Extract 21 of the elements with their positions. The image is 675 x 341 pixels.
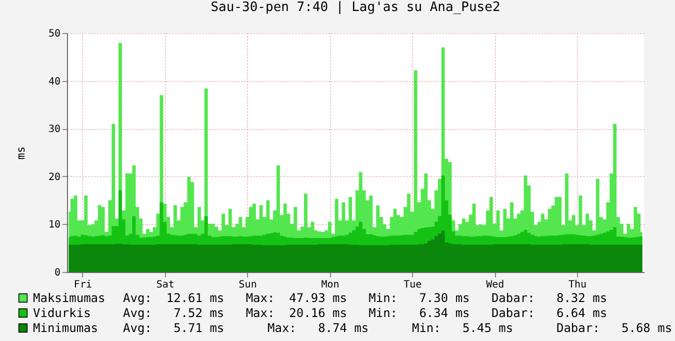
text: Avg: 12.61 ms Max: 47.93 ms Min: 7.30 ms Dabar: 8.32 ms bbox=[123, 291, 608, 306]
y-axis-title: ms bbox=[14, 146, 28, 160]
y-tick-label: 0 bbox=[54, 268, 60, 278]
x-tick-label: Fri bbox=[74, 280, 92, 290]
x-tick-label: Thu bbox=[568, 280, 587, 290]
x-tick-label: Mon bbox=[321, 280, 340, 290]
y-tick-label: 30 bbox=[48, 124, 60, 136]
legend-label: Minimumas bbox=[33, 321, 98, 335]
text: Avg: 5.71 ms Max: 8.74 ms Min: 5.45 ms Dabar: 5.68 ms bbox=[123, 321, 672, 336]
x-tick-label: Wed bbox=[486, 280, 504, 290]
y-tick-label: 50 bbox=[48, 28, 60, 40]
y-tick-label: 40 bbox=[48, 76, 60, 88]
chart-title: Sau-30-pen 7:40 | Lag'as su Ana_Puse2 bbox=[210, 0, 500, 15]
y-tick-label: 20 bbox=[48, 172, 60, 183]
legend-label: Vidurkis bbox=[33, 306, 91, 320]
legend-label: Maksimumas bbox=[33, 291, 106, 305]
text: Avg: 7.52 ms Max: 20.16 ms Min: 6.34 ms Dabar: 6.64 ms bbox=[123, 306, 608, 321]
y-tick-label: 10 bbox=[48, 220, 60, 231]
x-tick-label: Sun bbox=[238, 280, 257, 290]
x-tick-label: Tue bbox=[404, 280, 422, 290]
x-tick-label: Sat bbox=[156, 280, 174, 290]
